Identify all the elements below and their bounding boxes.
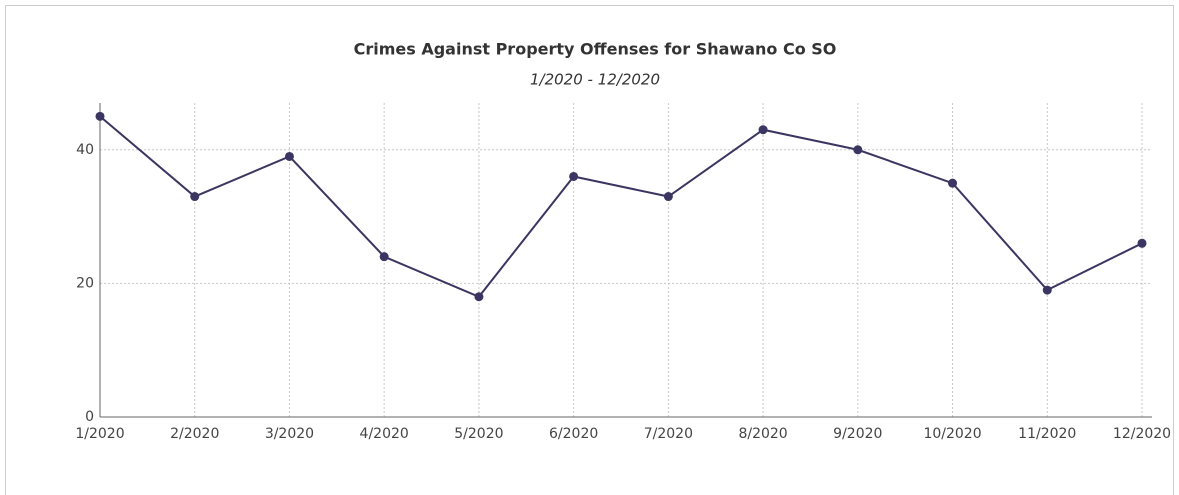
x-tick-label: 6/2020	[549, 426, 598, 442]
x-tick-label: 12/2020	[1113, 426, 1171, 442]
data-point	[284, 151, 294, 161]
data-point	[663, 192, 673, 202]
x-tick-label: 9/2020	[833, 426, 882, 442]
data-point	[853, 145, 863, 155]
data-point	[948, 178, 958, 188]
data-point	[379, 252, 389, 262]
x-tick-label: 5/2020	[454, 426, 503, 442]
data-point	[95, 111, 105, 121]
data-point	[190, 192, 200, 202]
data-line	[99, 115, 1143, 298]
y-tick-label: 40	[76, 142, 94, 158]
data-point	[474, 292, 484, 302]
chart-title: Crimes Against Property Offenses for Sha…	[354, 40, 837, 59]
x-tick-label: 4/2020	[360, 426, 409, 442]
y-tick-label: 0	[85, 409, 94, 425]
chart-subtitle: 1/2020 - 12/2020	[530, 71, 660, 89]
x-tick-label: 11/2020	[1018, 426, 1076, 442]
y-tick-label: 20	[76, 275, 94, 291]
x-tick-label: 7/2020	[644, 426, 693, 442]
x-tick-label: 2/2020	[170, 426, 219, 442]
x-tick-label: 1/2020	[75, 426, 124, 442]
data-point	[758, 125, 768, 135]
frame	[5, 5, 1174, 495]
data-point	[569, 171, 579, 181]
x-tick-label: 3/2020	[265, 426, 314, 442]
x-tick-label: 10/2020	[923, 426, 981, 442]
x-tick-label: 8/2020	[738, 426, 787, 442]
data-point	[1042, 285, 1052, 295]
data-point	[1137, 238, 1147, 248]
